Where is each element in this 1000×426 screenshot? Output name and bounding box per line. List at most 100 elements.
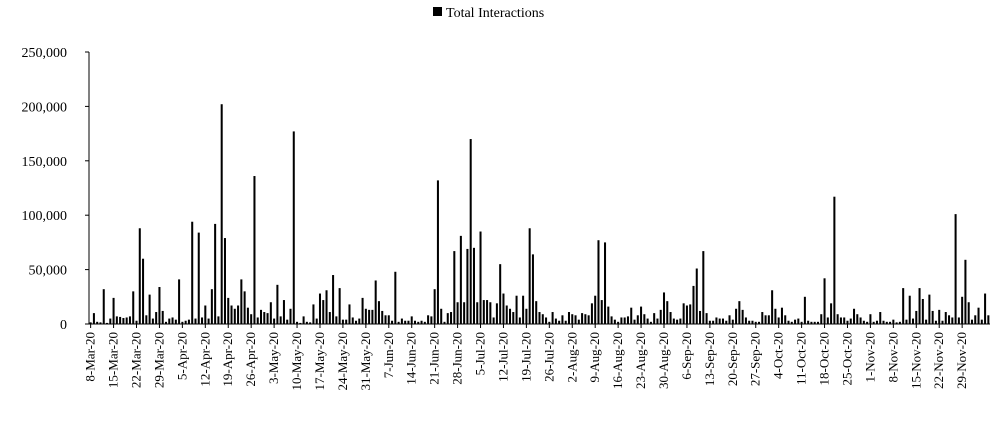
bar <box>682 303 685 324</box>
bar <box>351 317 354 324</box>
bar <box>220 104 223 324</box>
bar <box>151 318 154 324</box>
bar <box>662 292 666 324</box>
bar <box>217 316 220 324</box>
bar <box>299 322 302 324</box>
x-tick-label: 4-Oct-20 <box>771 332 786 379</box>
bar <box>630 307 633 324</box>
bar <box>119 316 122 324</box>
bar <box>987 315 990 324</box>
bar <box>685 305 688 324</box>
bar <box>479 231 482 324</box>
bar <box>977 307 980 324</box>
bar <box>538 312 541 324</box>
bar <box>780 307 783 324</box>
bar <box>207 318 210 324</box>
bar <box>741 309 744 324</box>
bar <box>489 302 492 324</box>
x-tick-label: 22-Mar-20 <box>129 332 144 388</box>
bar <box>866 321 869 324</box>
bar <box>541 314 544 324</box>
y-tick-label: 200,000 <box>22 100 68 115</box>
bar <box>115 316 118 324</box>
bar <box>515 295 518 324</box>
bar <box>843 317 846 324</box>
x-tick-label: 31-May-20 <box>358 332 373 391</box>
bar <box>430 316 433 324</box>
bar <box>148 294 151 324</box>
bar <box>581 313 584 324</box>
bar <box>292 131 295 324</box>
bar <box>142 258 145 324</box>
bar <box>915 310 918 324</box>
bar <box>771 290 774 324</box>
bar <box>240 279 243 324</box>
x-axis: 8-Mar-20 15-Mar-20 22-Mar-20 29-Mar-20 5-Apr… <box>83 323 990 391</box>
x-tick-label: 23-Aug-20 <box>633 332 648 389</box>
bar <box>315 318 318 324</box>
bar <box>784 315 787 324</box>
bar <box>433 289 436 324</box>
bar <box>735 308 738 324</box>
x-tick-label: 19-Jul-20 <box>518 332 533 382</box>
bar <box>623 317 626 324</box>
bar <box>502 293 505 324</box>
x-tick-label: 10-May-20 <box>289 332 304 391</box>
bar <box>92 313 95 324</box>
bar <box>282 300 285 324</box>
bar <box>925 319 928 324</box>
bar <box>102 289 105 324</box>
bar <box>155 312 158 324</box>
bar <box>761 312 764 324</box>
bar <box>617 321 620 324</box>
bar <box>944 312 947 324</box>
x-tick-label: 19-Apr-20 <box>220 332 235 387</box>
x-tick-label: 22-Nov-20 <box>931 332 946 389</box>
bar <box>174 319 177 324</box>
y-tick-label: 0 <box>60 318 67 333</box>
bar <box>420 320 423 324</box>
bar <box>571 314 574 324</box>
bar <box>187 319 190 324</box>
bar <box>417 321 420 324</box>
bar <box>882 320 885 324</box>
bar <box>197 232 200 324</box>
bar <box>210 289 213 324</box>
bar <box>286 319 289 324</box>
bar <box>699 310 702 324</box>
bar <box>934 320 937 324</box>
bar <box>712 320 715 324</box>
bar <box>839 317 842 324</box>
bar <box>636 315 639 324</box>
bar <box>112 297 115 324</box>
bar <box>646 318 649 324</box>
bar <box>358 318 361 324</box>
bar <box>908 295 911 324</box>
bar <box>263 312 266 324</box>
x-tick-label: 1-Nov-20 <box>862 332 877 383</box>
x-tick-label: 30-Aug-20 <box>656 332 671 389</box>
bar <box>836 314 839 324</box>
y-tick-label: 250,000 <box>22 46 68 61</box>
bar <box>450 312 453 324</box>
bar <box>486 300 489 324</box>
bar <box>816 321 820 324</box>
bar <box>466 248 469 324</box>
bar <box>164 321 168 324</box>
bar <box>820 314 823 324</box>
bar <box>941 320 944 324</box>
bar <box>954 214 957 324</box>
bar <box>545 317 548 324</box>
bar <box>391 320 394 324</box>
bar <box>204 305 207 324</box>
bar <box>948 315 951 324</box>
bar <box>453 251 456 324</box>
bar <box>332 275 335 324</box>
bar <box>767 315 770 324</box>
bar <box>145 315 148 324</box>
bar <box>423 321 426 324</box>
bar <box>443 321 446 324</box>
bar <box>751 320 754 324</box>
bar <box>604 242 607 324</box>
bar <box>266 313 269 324</box>
